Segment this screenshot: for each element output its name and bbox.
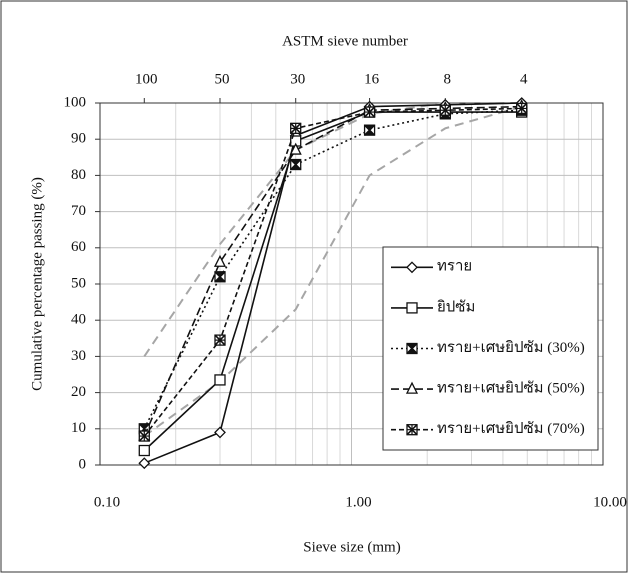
marker-plus [440,105,451,116]
marker-plus [139,431,150,442]
marker-fill [407,343,417,354]
marker-plus [516,103,527,114]
limit-line [143,102,522,357]
marker-shape [138,457,151,470]
series-line [143,102,522,464]
marker-plus [407,424,417,435]
legend-marker [406,302,418,314]
legend-label: ทราย+เศษยิปซัม (30%) [437,339,585,356]
marker [213,254,227,267]
legend-marker [406,342,418,355]
top-tick-label: 30 [290,71,305,87]
y-tick-label: 90 [71,131,86,147]
marker [290,158,302,171]
series-line [143,109,522,430]
marker [214,334,226,346]
top-tick-label: 16 [364,71,380,87]
top-tick-label: 50 [214,71,229,87]
marker-fill [364,125,375,136]
y-axis-label: Cumulative percentage passing (%) [29,177,45,391]
marker [516,102,528,115]
y-tick-label: 20 [71,384,86,400]
y-tick-label: 10 [71,420,86,436]
marker-fill [214,271,225,282]
marker [214,271,226,283]
marker [138,444,150,457]
legend-marker [406,424,418,436]
y-tick-label: 60 [71,239,86,255]
marker-plus [290,123,301,134]
legend-label: ทราย [437,259,472,275]
legend-box [382,246,599,451]
marker-shape [405,381,419,394]
marker-shape [213,254,227,267]
y-tick-label: 50 [71,275,86,291]
marker-shape [289,142,302,155]
top-tick-label: 8 [444,71,452,87]
legend-label: ยิปซัม [437,298,476,315]
marker [289,142,302,155]
y-tick-label: 80 [71,167,86,183]
legend-label: ทราย+เศษยิปซัม (70%) [437,420,585,437]
x-tick-label: 1.00 [345,494,371,510]
y-tick-label: 0 [79,456,87,472]
marker [138,457,151,470]
series-line [143,107,522,437]
marker-shape [214,374,226,386]
series-line [143,111,522,452]
marker [290,122,302,134]
y-tick-label: 100 [64,94,87,110]
y-tick-label: 70 [71,203,86,219]
legend-marker [406,261,418,274]
marker [214,374,226,386]
plot-border [99,102,604,466]
legend-marker [405,381,419,394]
marker [363,106,376,118]
marker [138,430,150,442]
marker [439,104,451,116]
marker [363,124,376,136]
top-tick-label: 4 [520,71,528,87]
y-tick-label: 40 [71,312,86,328]
series-line [143,105,522,437]
top-tick-label: 100 [135,71,158,87]
marker-shape [406,302,418,314]
top-axis-title: ASTM sieve number [282,33,408,49]
legend-label: ทราย+เศษยิปซัม (50%) [437,380,585,397]
x-tick-label: 0.10 [94,494,120,510]
marker-shape [406,261,418,274]
y-tick-label: 30 [71,348,86,364]
marker-shape [214,426,226,439]
marker-plus [364,107,375,118]
marker-shape [138,444,150,457]
marker [214,426,226,439]
marker-plus [214,335,225,346]
x-tick-label: 10.00 [593,494,627,510]
x-axis-label: Sieve size (mm) [303,539,400,555]
